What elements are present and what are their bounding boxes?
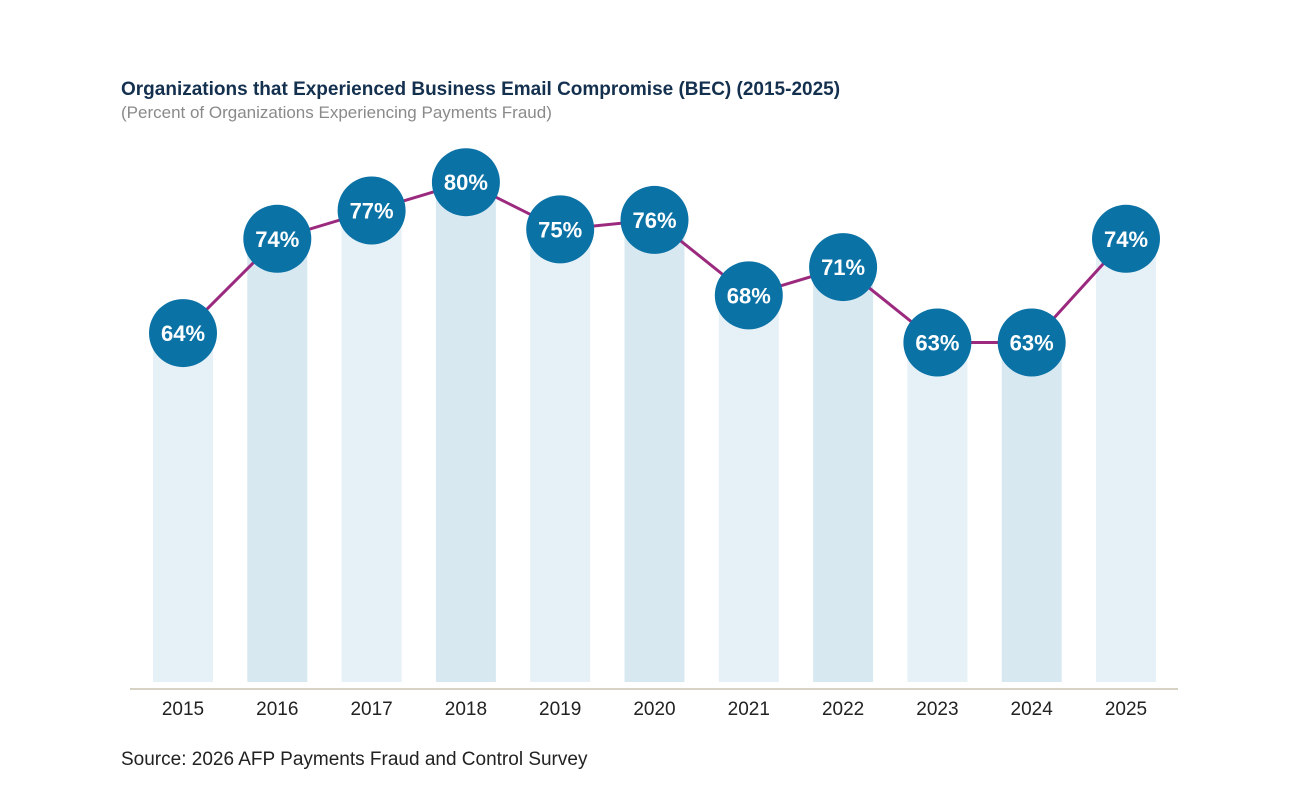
marker-2021 [714, 261, 783, 330]
bar-2015 [153, 333, 213, 682]
bar-2019 [530, 229, 591, 683]
data-label-2019: 75% [538, 217, 582, 242]
bar-2021 [718, 295, 779, 682]
data-label-2024: 63% [1010, 331, 1054, 356]
source-note: Source: 2026 AFP Payments Fraud and Cont… [121, 749, 588, 770]
x-tick-label-2019: 2019 [539, 699, 581, 720]
data-label-2016: 74% [255, 227, 299, 252]
marker-2019 [526, 195, 595, 264]
data-label-2015: 64% [161, 321, 205, 346]
marker-2016 [243, 204, 312, 273]
bar-2020 [624, 219, 685, 682]
chart-subtitle: (Percent of Organizations Experiencing P… [121, 103, 552, 122]
bar-2017 [341, 210, 402, 682]
bar-2025 [1096, 238, 1156, 683]
x-tick-label-2018: 2018 [445, 699, 487, 720]
bar-2016 [247, 238, 308, 683]
x-tick-label-2016: 2016 [256, 699, 298, 720]
x-tick-label-2020: 2020 [633, 699, 675, 720]
bar-2024 [1001, 342, 1062, 682]
bar-2022 [813, 267, 874, 682]
x-tick-label-2017: 2017 [350, 699, 392, 720]
x-tick-label-2025: 2025 [1105, 699, 1147, 720]
data-label-2018: 80% [444, 170, 488, 195]
marker-2020 [620, 185, 689, 254]
x-tick-label-2022: 2022 [822, 699, 864, 720]
bar-2018 [435, 182, 496, 682]
x-tick-label-2024: 2024 [1011, 699, 1054, 720]
chart-title: Organizations that Experienced Business … [121, 79, 841, 100]
data-label-2023: 63% [915, 331, 959, 356]
marker-2015 [149, 299, 217, 368]
data-label-2022: 71% [821, 255, 865, 280]
bar-2023 [907, 342, 968, 682]
marker-2024 [997, 308, 1066, 377]
marker-2018 [431, 148, 500, 217]
data-label-2017: 77% [350, 199, 394, 224]
data-label-2025: 74% [1104, 227, 1148, 252]
data-label-2021: 68% [727, 283, 771, 308]
marker-2025 [1092, 204, 1160, 273]
data-label-2020: 76% [632, 208, 676, 233]
marker-2017 [337, 176, 406, 245]
x-tick-label-2023: 2023 [916, 699, 958, 720]
x-tick-label-2021: 2021 [728, 699, 770, 720]
marker-2023 [903, 308, 972, 377]
x-tick-label-2015: 2015 [162, 699, 204, 720]
marker-2022 [809, 233, 878, 302]
